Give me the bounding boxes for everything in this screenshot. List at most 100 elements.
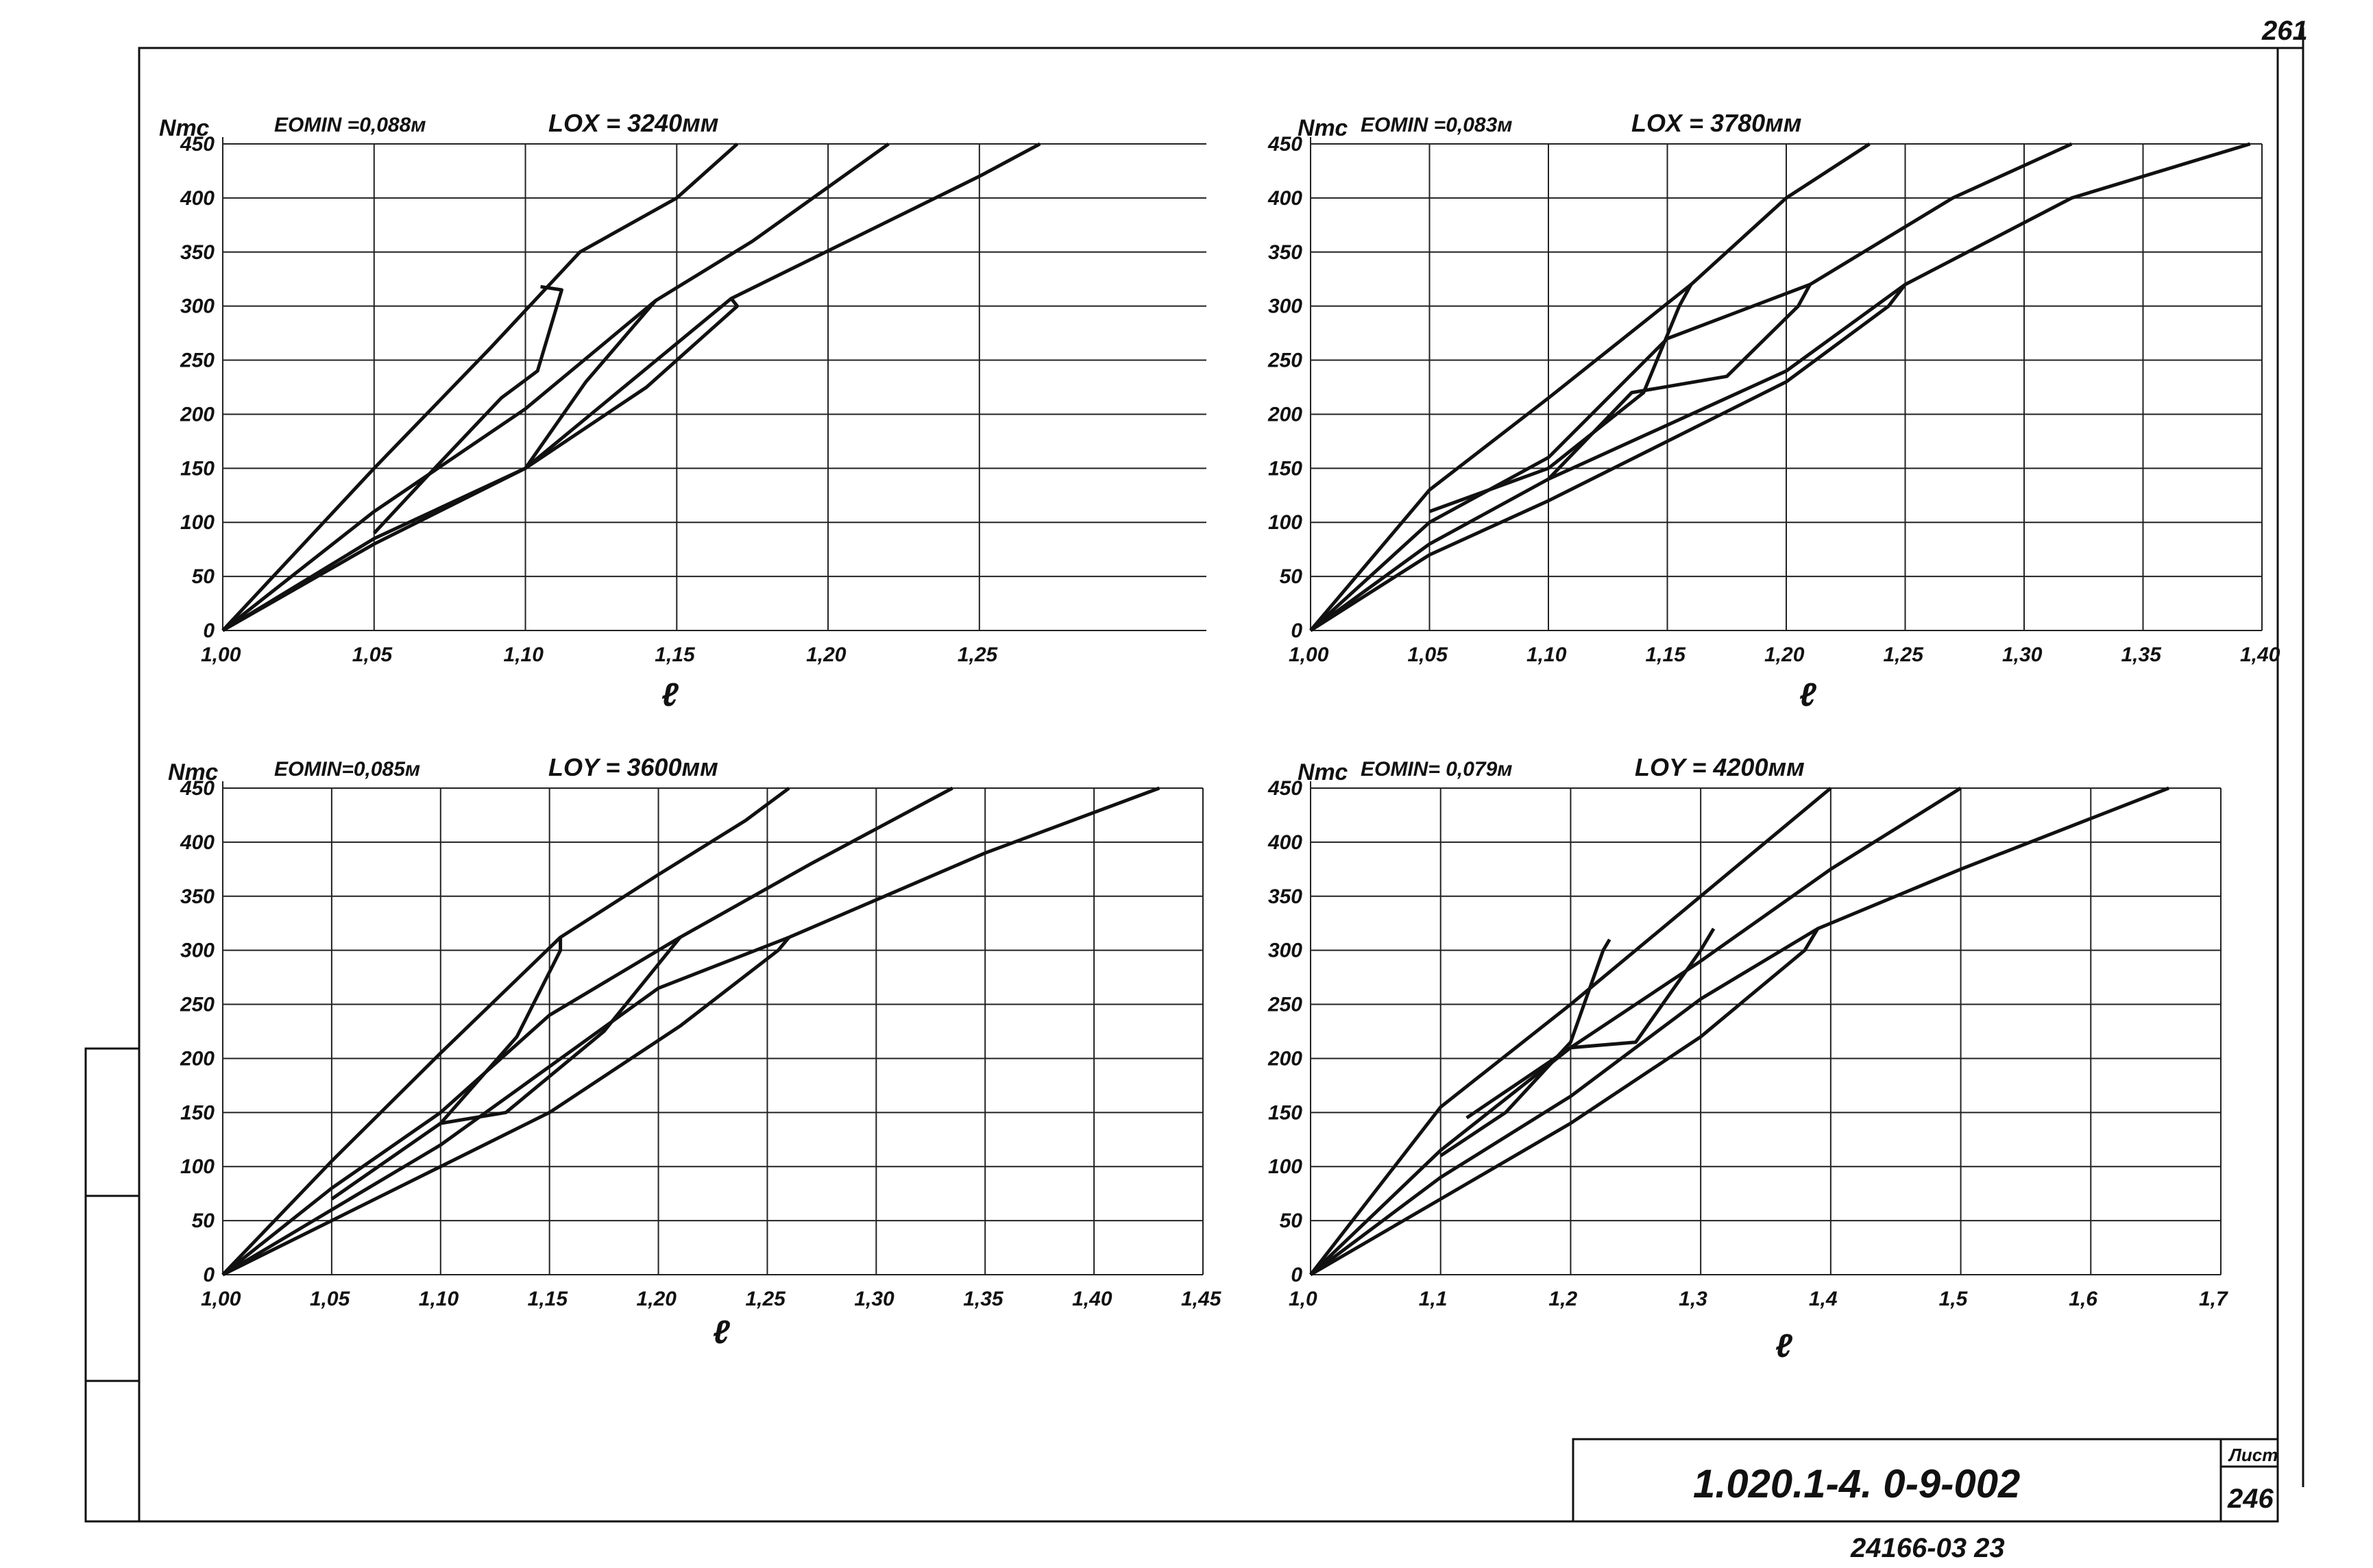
- x-tick-label: 1,00: [201, 644, 241, 666]
- chart-title-length: LOY = 3600мм: [548, 753, 718, 781]
- y-tick-label: 150: [180, 457, 215, 480]
- inventory-code: 24166-03 23: [1850, 1533, 2005, 1563]
- y-tick-label: 400: [1267, 831, 1302, 854]
- y-tick-label: 400: [1267, 187, 1302, 210]
- y-tick-label: 250: [180, 350, 215, 372]
- x-tick-label: 1,25: [745, 1288, 786, 1310]
- y-tick-label: 450: [180, 777, 215, 800]
- x-tick-label: 1,0: [1289, 1288, 1317, 1310]
- x-tick-label: 1,10: [504, 644, 544, 666]
- chart-title-emin: EOMIN= 0,079м: [1361, 758, 1512, 781]
- x-tick-label: 1,05: [310, 1288, 351, 1310]
- x-tick-label: 1,7: [2199, 1288, 2228, 1310]
- y-axis-label: Nтс: [168, 759, 218, 785]
- x-tick-label: 1,15: [1646, 644, 1687, 666]
- series-line: [221, 786, 1160, 1277]
- x-tick-label: 1,15: [528, 1288, 569, 1310]
- y-tick-label: 0: [203, 1264, 215, 1286]
- x-tick-label: 1,20: [637, 1288, 677, 1310]
- series-line: [1309, 283, 1907, 633]
- x-tick-label: 1,40: [2240, 644, 2280, 666]
- x-tick-label: 1,25: [958, 644, 999, 666]
- x-tick-label: 1,10: [419, 1288, 459, 1310]
- chart-lox-3780: 1,00 1,05 1,10 1,15 1,20 1,25 1,30 1,35 1,40 0 50 1…: [1267, 109, 2280, 713]
- y-tick-label: 50: [1280, 565, 1303, 588]
- y-tick-label: 300: [180, 940, 215, 962]
- y-tick-label: 400: [180, 187, 215, 210]
- x-axis-label: ℓ: [661, 677, 679, 713]
- y-tick-label: 100: [1268, 511, 1302, 534]
- y-tick-label: 350: [1268, 241, 1302, 264]
- x-tick-label: 1,05: [1408, 644, 1449, 666]
- series-line: [221, 143, 739, 632]
- y-tick-label: 50: [192, 1210, 215, 1232]
- y-tick-label: 0: [1291, 1264, 1302, 1286]
- y-tick-label: 50: [1280, 1210, 1303, 1232]
- x-tick-label: 1,1: [1419, 1288, 1448, 1310]
- series-line: [440, 936, 682, 1125]
- x-tick-label: 1,40: [1072, 1288, 1112, 1310]
- x-tick-label: 1,6: [2069, 1288, 2097, 1310]
- x-tick-label: 1,45: [1181, 1288, 1222, 1310]
- y-tick-label: 0: [1291, 620, 1302, 642]
- y-tick-label: 300: [1268, 940, 1302, 962]
- series-line: [524, 299, 657, 469]
- series-line: [330, 937, 563, 1201]
- chart-loy-4200: 1,0 1,1 1,2 1,3 1,4 1,5 1,6 1,7 0 50 100 150 200 250 3…: [1267, 753, 2228, 1364]
- y-tick-label: 350: [1268, 885, 1302, 908]
- y-tick-label: 250: [1267, 994, 1302, 1016]
- series-line: [221, 297, 740, 633]
- series-line: [1309, 142, 1871, 632]
- series-line: [1547, 283, 1812, 480]
- document-code: 1.020.1-4. 0-9-002: [1693, 1462, 2020, 1506]
- chart-loy-3600: 1,00 1,05 1,10 1,15 1,20 1,25 1,30 1,35 1,40 1,45…: [168, 753, 1222, 1351]
- x-axis-label: ℓ: [1775, 1328, 1792, 1364]
- y-tick-label: 300: [1268, 295, 1302, 318]
- sheet-label: Лист: [2228, 1445, 2278, 1465]
- y-tick-label: 150: [180, 1101, 215, 1124]
- x-tick-label: 1,00: [201, 1288, 241, 1310]
- x-tick-label: 1,4: [1809, 1288, 1838, 1310]
- series-line: [1428, 283, 1693, 513]
- y-tick-label: 250: [1267, 350, 1302, 372]
- chart-lox-3240: 1,00 1,05 1,10 1,15 1,20 1,25 0 50 100 150 200 250 3…: [159, 109, 1206, 713]
- x-tick-label: 1,35: [963, 1288, 1004, 1310]
- y-tick-label: 150: [1268, 1101, 1302, 1124]
- y-tick-label: 200: [180, 1047, 215, 1070]
- y-tick-label: 350: [180, 885, 215, 908]
- x-tick-label: 1,5: [1939, 1288, 1969, 1310]
- series-line: [221, 142, 890, 632]
- y-axis-label: Nтс: [1298, 115, 1348, 141]
- page-number: 261: [2261, 16, 2308, 46]
- y-tick-label: 350: [180, 241, 215, 264]
- chart-title-emin: EOMIN=0,085м: [274, 758, 420, 781]
- series-line: [221, 142, 1041, 633]
- y-tick-label: 400: [180, 831, 215, 854]
- series-line: [221, 786, 790, 1276]
- y-axis-label: Nтс: [1298, 759, 1348, 785]
- chart-title-emin: EOMIN =0,088м: [274, 114, 426, 136]
- series-line: [1309, 787, 1832, 1276]
- x-tick-label: 1,3: [1679, 1288, 1707, 1310]
- y-tick-label: 450: [180, 133, 215, 156]
- x-tick-label: 1,20: [1764, 644, 1805, 666]
- x-axis-label: ℓ: [713, 1314, 730, 1351]
- series-line: [221, 786, 953, 1276]
- x-tick-label: 1,25: [1884, 644, 1925, 666]
- y-axis-label: Nтс: [159, 115, 209, 141]
- y-tick-label: 150: [1268, 457, 1302, 480]
- series-line: [1309, 927, 1820, 1277]
- y-tick-label: 100: [180, 1155, 215, 1178]
- series-line: [221, 936, 791, 1277]
- series-line: [1465, 927, 1716, 1120]
- x-tick-label: 1,05: [352, 644, 393, 666]
- y-tick-label: 450: [1267, 133, 1302, 156]
- x-tick-label: 1,30: [854, 1288, 895, 1310]
- chart-title-length: LOX = 3240мм: [548, 109, 718, 137]
- series-line: [1309, 786, 2170, 1277]
- x-tick-label: 1,35: [2121, 644, 2163, 666]
- x-tick-label: 1,2: [1548, 1288, 1577, 1310]
- sheet-number: 246: [2227, 1484, 2274, 1514]
- left-stamp-strip: [84, 1047, 141, 1523]
